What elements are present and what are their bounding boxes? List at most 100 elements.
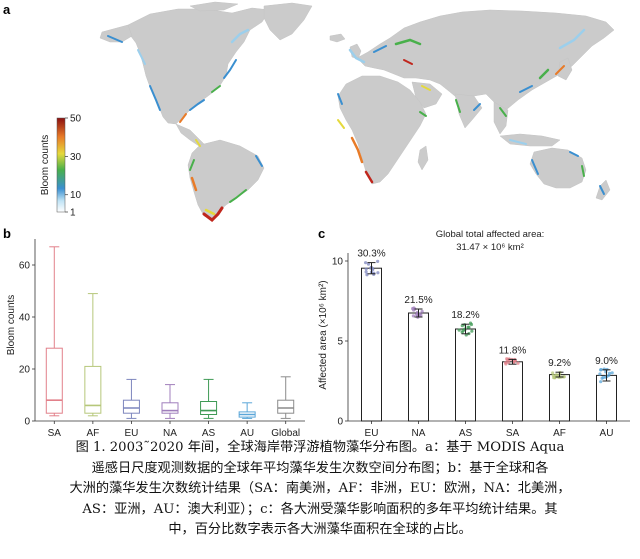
bar-point [467,325,471,329]
bar [549,374,570,422]
bar-point [461,329,465,333]
bar-point [366,262,371,266]
bar-eu: 30.3% [357,249,386,422]
bloom-map: 1 10 30 50 Bloom counts [40,1,615,222]
bar-point [551,371,555,375]
bar-point [516,361,520,365]
box-global [277,376,295,419]
bar-point [376,271,380,275]
x-tick-label: AU [240,428,254,439]
box-au [238,402,256,419]
box-af [84,293,102,417]
bar-point [364,267,368,271]
percent-label: 9.2% [548,358,571,369]
x-tick-label: NA [412,428,426,439]
canadian-arctic [189,1,239,12]
bar-as: 18.2% [451,310,480,422]
box-eu [122,378,140,419]
box-plot-ylabel: Bloom counts [6,295,17,356]
x-tick-label: AF [86,428,99,439]
colorbar-tick-label: 10 [70,190,82,201]
box-iqr [122,399,140,414]
y-tick-label: 60 [19,261,31,272]
africa [337,75,427,185]
iceland [329,33,346,43]
bar [408,312,429,422]
bar-point [607,373,611,378]
bar-point [598,372,602,376]
bar-point [506,360,511,365]
y-tick-label: 10 [332,257,344,268]
greenland [263,2,313,41]
bar-point [469,322,474,327]
bar [361,267,382,422]
box-na [161,384,179,419]
bar-sa: 11.8% [499,345,527,422]
japan [557,57,573,81]
central-america [175,123,205,147]
bar-point [376,259,380,263]
y-tick-label: 5 [337,337,343,348]
se-asia [493,101,509,135]
madagascar [417,145,429,171]
box-sa [45,246,63,417]
x-tick-label: EU [124,428,138,439]
x-tick-label: AF [553,428,566,439]
bar-point [418,312,422,316]
bar-au: 9.0% [595,356,618,422]
bar [502,361,523,422]
bar-chart-ylabel: Affected area (×10⁶ km²) [318,280,329,389]
x-tick-label: AU [600,428,614,439]
bar-point [599,367,603,372]
bar-chart-title: Global total affected area: [436,229,545,240]
percent-label: 9.0% [595,356,618,367]
bar-chart-subtitle: 31.47 × 10⁶ km² [456,242,524,253]
colorbar-gradient [56,117,66,213]
caption-line: 大洲的藻华发生次数统计结果（SA：南美洲，AF：非洲，EU：欧洲，NA：北美洲， [69,481,571,496]
box-iqr [45,347,63,414]
caption-line: 图 1. 2003˜2020 年间，全球海岸带浮游植物藻华分布图。a：基于 MO… [75,440,565,455]
bar-point [364,270,368,274]
bar-point [561,375,566,379]
land-masses [99,1,615,220]
colorbar-tick-label: 30 [70,152,82,163]
x-tick-label: AS [459,428,473,439]
box-as [200,378,218,419]
bar-point [610,371,614,375]
y-tick-label: 0 [24,417,30,428]
y-tick-label: 40 [19,313,31,324]
box-plot-marks [45,246,295,419]
box-iqr [277,399,295,414]
bloom-counts-box-plot: 0 20 40 60 SA AF EU NA AS AU Global Bloom counts [6,239,305,439]
caption-line: AS：亚洲，AU：澳大利亚）；c：各大洲受藻华影响面积的多年平均统计结果。其 [82,501,558,517]
bar-point [470,329,474,333]
percent-label: 30.3% [357,249,385,260]
bar-na: 21.5% [404,295,433,422]
map-colorbar: 1 10 30 50 Bloom counts [40,114,82,219]
percent-label: 11.8% [499,345,527,356]
x-tick-label: Global [271,428,300,439]
x-tick-label: SA [506,428,520,439]
colorbar-label: Bloom counts [40,135,51,196]
bar-af: 9.2% [548,358,571,422]
india [454,93,483,129]
caption-line: 中，百分比数字表示各大洲藻华面积在全球的占比。 [168,522,472,537]
south-america [187,139,265,220]
bar [455,328,476,422]
bar-point [600,376,604,380]
percent-label: 18.2% [451,310,479,321]
caption-line: 遥感日尺度观测数据的全球年平均藻华发生次数空间分布图；b：基于全球和各 [91,460,549,476]
bar-point [411,314,416,318]
affected-area-bar-chart: Global total affected area: 31.47 × 10⁶ … [318,229,630,439]
box-plot-axes: 0 20 40 60 SA AF EU NA AS AU Global [19,239,305,439]
colorbar-tick-label: 1 [70,208,76,219]
bar-point [457,328,461,332]
bar-chart-axes: 0 5 10 EU NA AS SA AF AU [332,253,630,439]
box-iqr [200,401,218,415]
x-tick-label: SA [48,428,62,439]
australia [529,147,587,189]
x-tick-label: AS [202,428,216,439]
bar-point [460,324,464,328]
colorbar-ticks: 1 10 30 50 [65,114,82,219]
bar-point [599,380,603,384]
